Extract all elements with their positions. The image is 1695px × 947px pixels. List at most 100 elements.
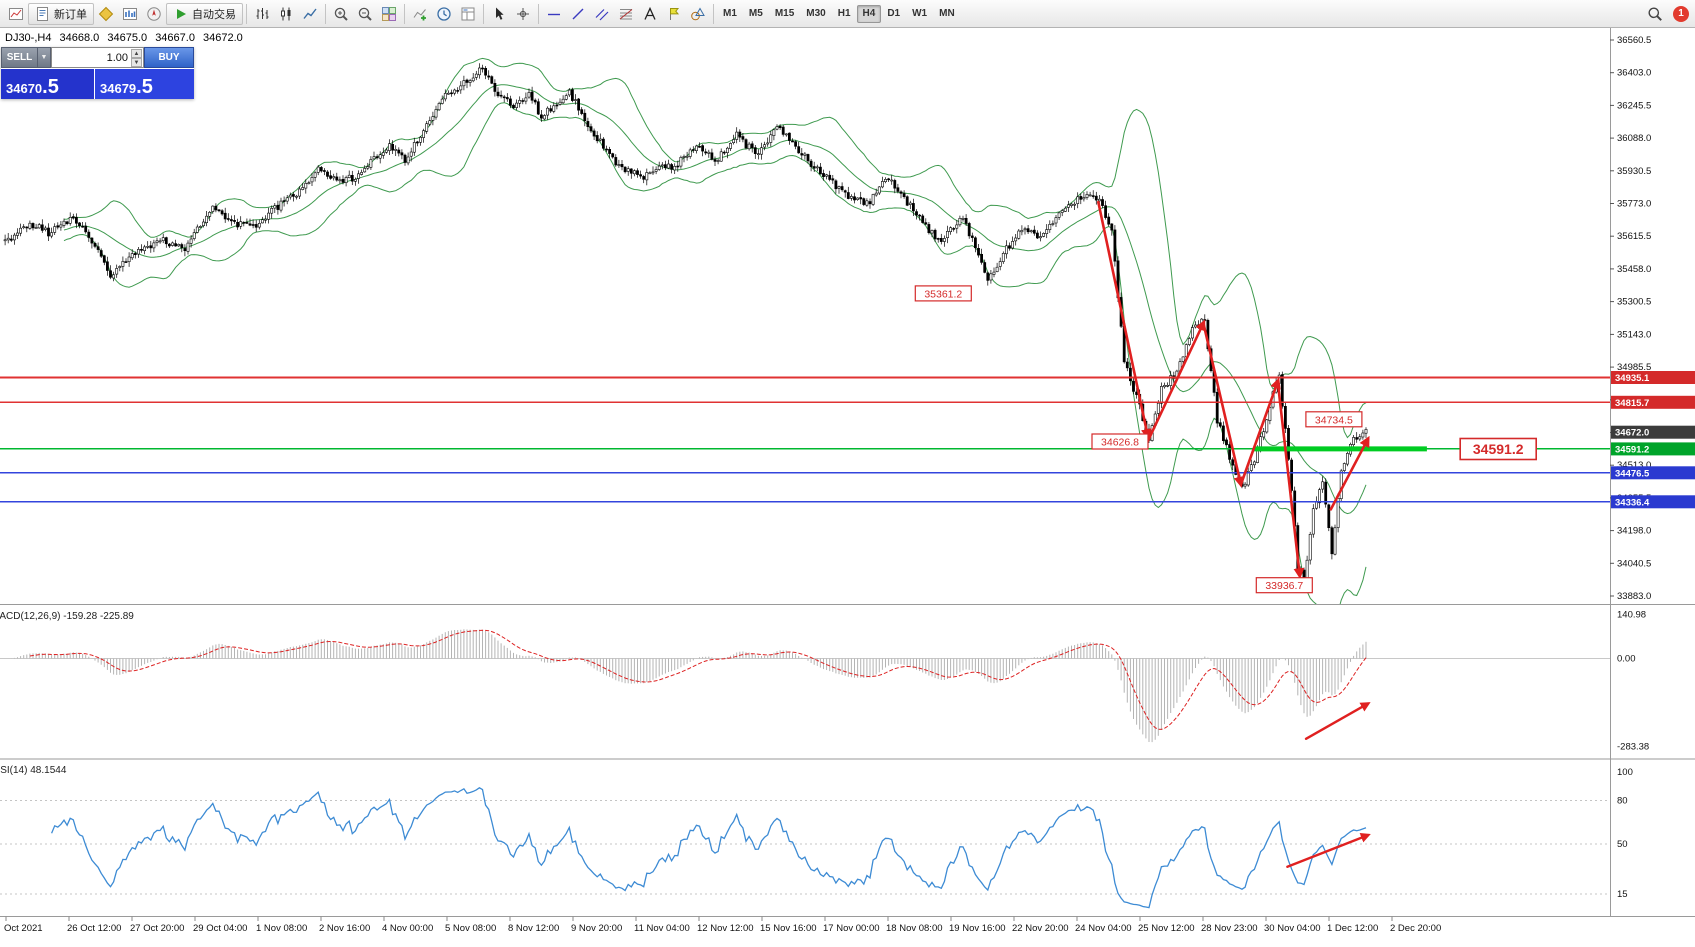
- trend-arrow[interactable]: [1276, 383, 1305, 580]
- candlestick-button[interactable]: [274, 3, 298, 25]
- svg-text:35300.5: 35300.5: [1617, 297, 1651, 308]
- label-button[interactable]: [662, 3, 686, 25]
- macd-axis-label: 140.98: [1617, 610, 1646, 621]
- text-button[interactable]: [638, 3, 662, 25]
- order-type-dropdown[interactable]: ▼: [38, 47, 51, 68]
- toolbar-right-group: 1: [1643, 3, 1691, 25]
- navigator-button[interactable]: [142, 3, 166, 25]
- price-annotation[interactable]: 33936.7: [1255, 577, 1313, 594]
- svg-text:35773.0: 35773.0: [1617, 199, 1651, 210]
- metaeditor-icon: [98, 6, 114, 21]
- auto-trading-button[interactable]: 自动交易: [166, 2, 243, 25]
- lot-up-icon[interactable]: ▲: [131, 48, 142, 58]
- metaeditor-button[interactable]: [94, 3, 118, 25]
- fibonacci-button[interactable]: [614, 3, 638, 25]
- new-order-button[interactable]: 新订单: [28, 2, 94, 25]
- toolbar-separator: [483, 3, 484, 24]
- svg-text:36403.0: 36403.0: [1617, 68, 1651, 79]
- label-icon: [670, 7, 680, 20]
- shapes-button[interactable]: [686, 3, 710, 25]
- templates-button[interactable]: [456, 3, 480, 25]
- svg-text:25 Nov 12:00: 25 Nov 12:00: [1138, 923, 1195, 934]
- hline-icon: [548, 13, 560, 15]
- timeframe-m1[interactable]: M1: [723, 8, 737, 19]
- line-chart-icon: [303, 8, 317, 19]
- new-chart-icon: [9, 7, 23, 20]
- timeframe-h1[interactable]: H1: [837, 8, 851, 19]
- timeframe-m30[interactable]: M30: [806, 8, 826, 19]
- macd-signal-line: [29, 629, 1367, 730]
- svg-text:1 Dec 12:00: 1 Dec 12:00: [1327, 923, 1378, 934]
- channel-button[interactable]: [590, 3, 614, 25]
- price-annotation[interactable]: 35361.2: [914, 285, 972, 302]
- trendline-icon: [572, 8, 584, 19]
- price-axis-tag: 34935.1: [1611, 371, 1695, 384]
- svg-text:35458.0: 35458.0: [1617, 264, 1651, 275]
- indicators-button[interactable]: [408, 3, 432, 25]
- timeframe-d1[interactable]: D1: [887, 8, 901, 19]
- timeframe-m15[interactable]: M15: [774, 8, 795, 19]
- notification-badge[interactable]: 1: [1673, 5, 1689, 22]
- tile-windows-icon: [382, 6, 396, 21]
- trend-arrow[interactable]: [1329, 435, 1370, 511]
- crosshair-button[interactable]: [511, 3, 535, 25]
- fibonacci-icon: [619, 8, 633, 19]
- bar-chart-button[interactable]: [250, 3, 274, 25]
- timeframe-h4[interactable]: H4: [856, 4, 882, 23]
- toolbar-separator: [713, 3, 714, 24]
- shapes-icon: [691, 6, 705, 20]
- trendline-button[interactable]: [566, 3, 590, 25]
- sell-button[interactable]: SELL: [1, 47, 38, 68]
- svg-text:36088.0: 36088.0: [1617, 133, 1651, 144]
- lot-spinner[interactable]: ▲ ▼: [131, 48, 142, 67]
- line-chart-button[interactable]: [298, 3, 322, 25]
- svg-text:2 Nov 16:00: 2 Nov 16:00: [319, 923, 370, 934]
- svg-text:2 Dec 20:00: 2 Dec 20:00: [1390, 923, 1441, 934]
- trend-arrow[interactable]: [1239, 377, 1281, 486]
- periods-button[interactable]: [432, 3, 456, 25]
- timeframe-w1[interactable]: W1: [912, 8, 928, 19]
- market-watch-button[interactable]: [118, 3, 142, 25]
- svg-text:15 Nov 16:00: 15 Nov 16:00: [760, 923, 817, 934]
- main-toolbar: 新订单 自动交易 M1 M5 M15 M30 H1 H4 D1 W1 MN 1: [0, 0, 1695, 28]
- trend-arrow[interactable]: [1146, 319, 1206, 443]
- price-annotation[interactable]: 34626.8: [1091, 433, 1149, 450]
- trend-arrow[interactable]: [1202, 323, 1245, 488]
- timeframe-m5[interactable]: M5: [748, 8, 763, 19]
- auto-trading-button-label: 自动交易: [192, 8, 236, 21]
- new-chart-button[interactable]: [4, 3, 28, 25]
- svg-text:18 Nov 08:00: 18 Nov 08:00: [886, 923, 943, 934]
- lot-size-input[interactable]: 1.00 ▲ ▼: [51, 47, 144, 68]
- zoom-in-button[interactable]: [329, 3, 353, 25]
- lot-down-icon[interactable]: ▼: [131, 57, 142, 67]
- ohlc-open: 34668.0: [59, 32, 100, 44]
- tile-windows-button[interactable]: [377, 3, 401, 25]
- zoom-out-button[interactable]: [353, 3, 377, 25]
- rsi-trend-arrow[interactable]: [1286, 832, 1371, 868]
- hline-button[interactable]: [542, 3, 566, 25]
- svg-text:34734.5: 34734.5: [1315, 414, 1353, 426]
- indicators-icon: [413, 8, 426, 20]
- buy-button[interactable]: BUY: [144, 47, 194, 68]
- svg-text:Oct 2021: Oct 2021: [4, 923, 43, 934]
- rsi-axis-label: 15: [1617, 889, 1628, 900]
- rsi-axis-label: 80: [1617, 796, 1628, 807]
- svg-text:36245.5: 36245.5: [1617, 100, 1651, 111]
- rsi-axis-label: 100: [1617, 767, 1633, 778]
- svg-text:34336.4: 34336.4: [1615, 497, 1650, 508]
- cursor-button[interactable]: [487, 3, 511, 25]
- trend-arrow[interactable]: [1097, 200, 1152, 440]
- buy-price-display[interactable]: 34679 .5: [95, 69, 194, 99]
- macd-trend-arrow[interactable]: [1304, 702, 1371, 740]
- price-annotation[interactable]: 34591.2: [1459, 437, 1537, 461]
- timeframe-mn[interactable]: MN: [939, 8, 955, 19]
- sell-price-display[interactable]: 34670 .5: [1, 69, 94, 99]
- bollinger-bands: [63, 57, 1367, 604]
- zoom-out-icon: [358, 7, 372, 21]
- price-axis: 36560.5 36403.0 36245.5 36088.0 35930.5 35773…: [1610, 35, 1651, 602]
- price-annotation[interactable]: 34734.5: [1305, 411, 1363, 428]
- search-button[interactable]: [1643, 3, 1667, 25]
- market-watch-icon: [123, 7, 137, 20]
- svg-text:22 Nov 20:00: 22 Nov 20:00: [1012, 923, 1069, 934]
